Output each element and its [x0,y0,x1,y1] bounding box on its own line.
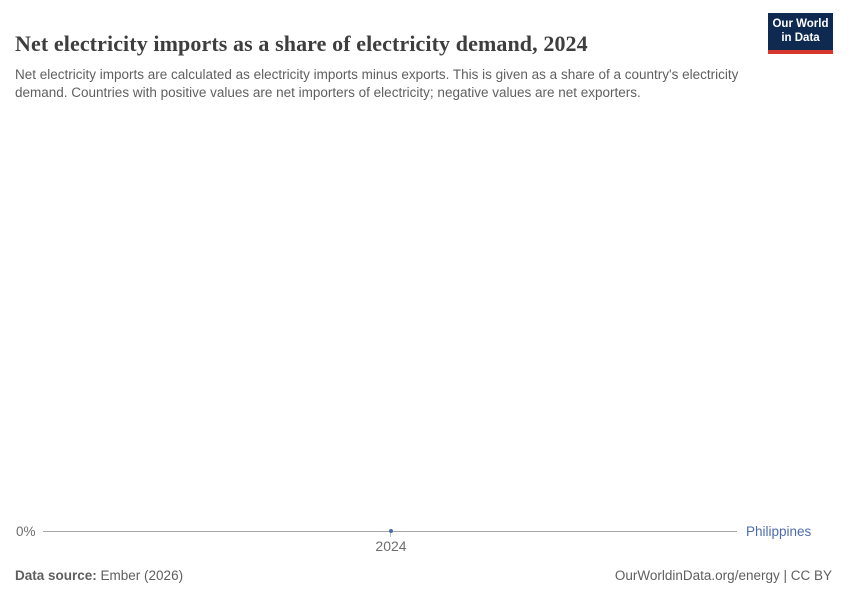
owid-logo-line2: in Data [781,31,820,44]
chart-title: Net electricity imports as a share of el… [15,30,588,56]
owid-logo-box: Our World in Data [768,13,833,50]
owid-logo-line1: Our World [772,18,829,30]
owid-logo[interactable]: Our World in Data [768,13,833,54]
entity-label-philippines[interactable]: Philippines [746,524,812,539]
x-axis-tick-label: 2024 [375,538,407,554]
data-source-label: Data source: [15,568,97,583]
data-point-philippines-2024[interactable] [389,529,393,533]
x-axis-tick [390,532,391,537]
attribution-note: OurWorldinData.org/energy | CC BY [614,568,832,583]
chart-subtitle: Net electricity imports are calculated a… [15,66,739,101]
owid-logo-stripe [768,50,833,54]
data-source-value: Ember (2026) [96,568,184,583]
data-source-note: Data source: Ember (2026) [15,568,183,583]
y-axis-zero-label: 0% [16,524,36,539]
